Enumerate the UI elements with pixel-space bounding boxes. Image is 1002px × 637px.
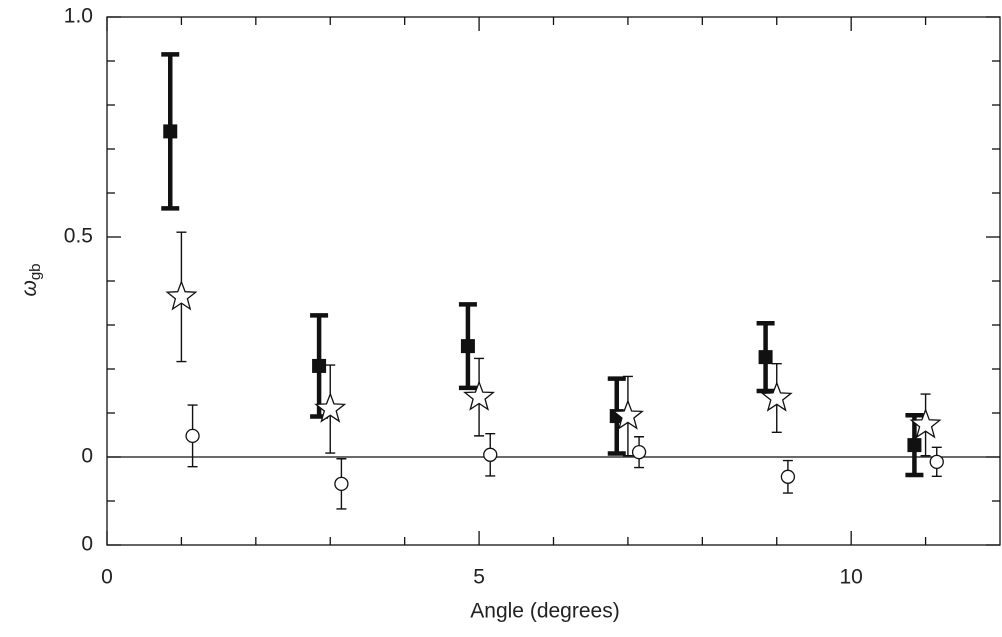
x-axis-label: Angle (degrees): [470, 600, 619, 623]
y-tick-label: 1.0: [64, 5, 93, 28]
star-marker: [909, 408, 942, 439]
y-axis-subscript: gb: [27, 263, 44, 280]
x-tick-label: 10: [839, 566, 862, 589]
circle-marker: [185, 428, 200, 444]
star-marker: [611, 399, 644, 430]
x-tick-label: 5: [473, 566, 485, 589]
y-axis-symbol: ω: [18, 280, 41, 296]
circle-marker: [929, 454, 944, 469]
circle-marker: [780, 469, 796, 484]
circle-marker: [483, 447, 498, 462]
square-marker: [312, 358, 327, 373]
square-marker: [907, 438, 922, 453]
star-marker: [165, 279, 198, 311]
star-marker: [314, 392, 347, 423]
plot-frame: [106, 16, 1001, 546]
y-tick-label: 0: [81, 445, 93, 468]
circle-marker: [334, 476, 349, 491]
square-marker: [163, 124, 178, 139]
y-tick-label: 0: [81, 533, 93, 556]
circle-marker: [631, 445, 647, 460]
x-tick-label: 0: [101, 566, 113, 589]
y-axis-label: ωgb: [18, 263, 44, 296]
square-marker: [758, 350, 773, 365]
star-marker: [760, 381, 793, 412]
square-marker: [460, 339, 475, 354]
star-marker: [463, 380, 496, 411]
y-tick-label: 0.5: [64, 225, 93, 248]
